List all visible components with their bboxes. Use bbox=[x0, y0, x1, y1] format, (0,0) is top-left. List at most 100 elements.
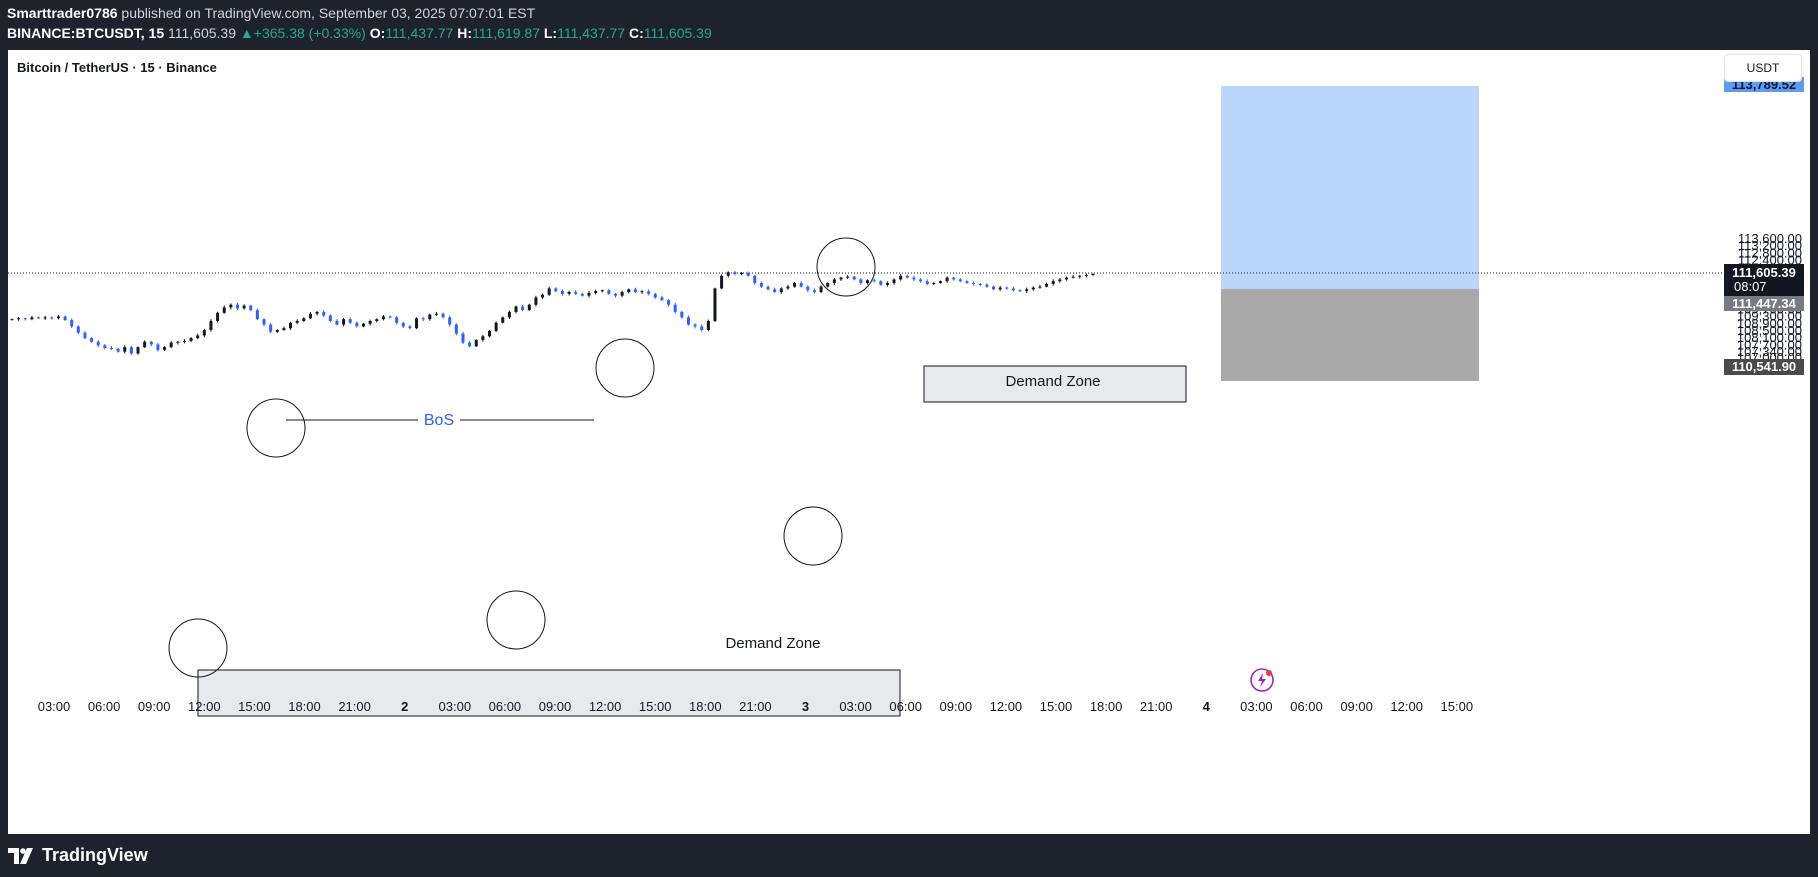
candle bbox=[693, 323, 697, 329]
candle bbox=[448, 315, 452, 327]
tradingview-logo-icon bbox=[8, 847, 33, 864]
candle bbox=[892, 278, 896, 285]
author-name[interactable]: Smarttrader0786 bbox=[7, 5, 118, 21]
time-axis-tick: 09:00 bbox=[940, 699, 973, 714]
time-axis-tick: 09:00 bbox=[1340, 699, 1373, 714]
candle bbox=[746, 271, 750, 277]
footer-bar: TradingView bbox=[0, 834, 1818, 877]
candle bbox=[653, 292, 657, 299]
candle bbox=[1045, 282, 1049, 288]
close-value: 111,605.39 bbox=[643, 25, 712, 41]
candle bbox=[348, 317, 352, 325]
candle bbox=[839, 276, 843, 281]
candle bbox=[355, 321, 359, 328]
time-axis-tick: 12:00 bbox=[1390, 699, 1423, 714]
candle bbox=[554, 287, 558, 292]
time-axis-tick: 18:00 bbox=[1090, 699, 1123, 714]
countdown-label: 08:07 bbox=[1734, 279, 1767, 294]
time-axis-tick: 15:00 bbox=[1040, 699, 1073, 714]
candle bbox=[633, 287, 637, 293]
candle bbox=[461, 331, 465, 344]
lightning-flash-icon[interactable] bbox=[1250, 668, 1274, 692]
candle bbox=[507, 310, 511, 320]
candle bbox=[143, 340, 147, 349]
candle bbox=[235, 302, 239, 310]
swing-circle bbox=[783, 506, 843, 566]
candle bbox=[282, 326, 286, 331]
candle bbox=[567, 290, 571, 296]
swing-circle bbox=[595, 338, 655, 398]
candle bbox=[779, 287, 783, 294]
brand-logo[interactable]: TradingView bbox=[8, 845, 148, 866]
candle bbox=[1025, 287, 1029, 293]
candle bbox=[1084, 273, 1088, 278]
swing-circles bbox=[168, 237, 876, 678]
candle bbox=[700, 324, 704, 332]
symbol-name: BINANCE:BTCUSDT, 15 bbox=[7, 25, 165, 41]
candle bbox=[879, 280, 883, 286]
current-price-tag bbox=[1724, 264, 1804, 296]
price-axis-tick: 112,400.00 bbox=[1738, 253, 1802, 268]
target-zone[interactable] bbox=[1221, 86, 1479, 289]
candle bbox=[43, 315, 47, 320]
time-axis-tick: 06:00 bbox=[88, 699, 121, 714]
chart-area[interactable]: Demand Zone Demand Zone BoS 113,600.00 11… bbox=[8, 50, 1810, 834]
candle bbox=[289, 321, 293, 330]
candle bbox=[202, 328, 206, 338]
candle bbox=[766, 285, 770, 291]
open-value: 111,437.77 bbox=[385, 25, 454, 41]
candle bbox=[222, 305, 226, 314]
candle bbox=[421, 316, 425, 322]
candle bbox=[885, 281, 889, 287]
currency-button[interactable]: USDT bbox=[1724, 54, 1802, 82]
time-axis[interactable]: 03:00 06:00 09:00 12:00 15:00 18:00 21:00 2 03:0… bbox=[38, 699, 1473, 714]
candle bbox=[826, 282, 830, 288]
candle bbox=[30, 315, 34, 321]
candle bbox=[70, 318, 74, 329]
candle bbox=[713, 287, 717, 323]
candle bbox=[368, 319, 372, 326]
candle bbox=[342, 317, 346, 327]
low-value: 111,437.77 bbox=[557, 25, 626, 41]
candle bbox=[514, 305, 518, 314]
stop-zone[interactable] bbox=[1221, 289, 1479, 381]
price-axis-tick: 113,600.00 bbox=[1738, 231, 1802, 246]
candle bbox=[912, 275, 916, 282]
candle bbox=[361, 322, 365, 328]
candle bbox=[806, 285, 810, 293]
time-axis-tick: 2 bbox=[401, 699, 408, 714]
candle bbox=[96, 339, 100, 348]
price-chart[interactable]: Demand Zone Demand Zone BoS 113,600.0011… bbox=[8, 50, 1810, 834]
close-label: C: bbox=[628, 25, 644, 41]
candle bbox=[163, 346, 167, 352]
stop-price-tag bbox=[1724, 359, 1804, 375]
demand-zone-box-2[interactable] bbox=[923, 365, 1187, 403]
candle bbox=[600, 289, 604, 293]
up-triangle-icon: ▲ bbox=[239, 25, 254, 41]
candle bbox=[209, 319, 213, 332]
price-axis-tick: 107,700.00 bbox=[1737, 337, 1802, 352]
time-axis-tick: 06:00 bbox=[489, 699, 522, 714]
candle bbox=[76, 325, 80, 335]
candle bbox=[56, 314, 60, 320]
demand-zone-box-1[interactable] bbox=[197, 669, 901, 717]
candle bbox=[381, 314, 385, 321]
swing-circle bbox=[246, 398, 306, 458]
candle bbox=[726, 271, 730, 278]
candle bbox=[945, 276, 949, 283]
candle bbox=[793, 281, 797, 288]
candle bbox=[275, 329, 279, 333]
price-change: +365.38 (+0.33%) bbox=[253, 25, 366, 41]
candle bbox=[434, 311, 438, 316]
candle bbox=[952, 276, 956, 281]
candle bbox=[315, 310, 319, 316]
entry-price-tag bbox=[1724, 296, 1804, 311]
time-axis-tick: 12:00 bbox=[188, 699, 221, 714]
candle bbox=[1051, 279, 1055, 286]
time-axis-tick: 03:00 bbox=[439, 699, 472, 714]
chart-title: Bitcoin / TetherUS · 15 · Binance bbox=[17, 60, 217, 75]
candle bbox=[753, 274, 757, 285]
candle bbox=[574, 290, 578, 296]
candle bbox=[680, 310, 684, 319]
candle bbox=[899, 274, 903, 281]
